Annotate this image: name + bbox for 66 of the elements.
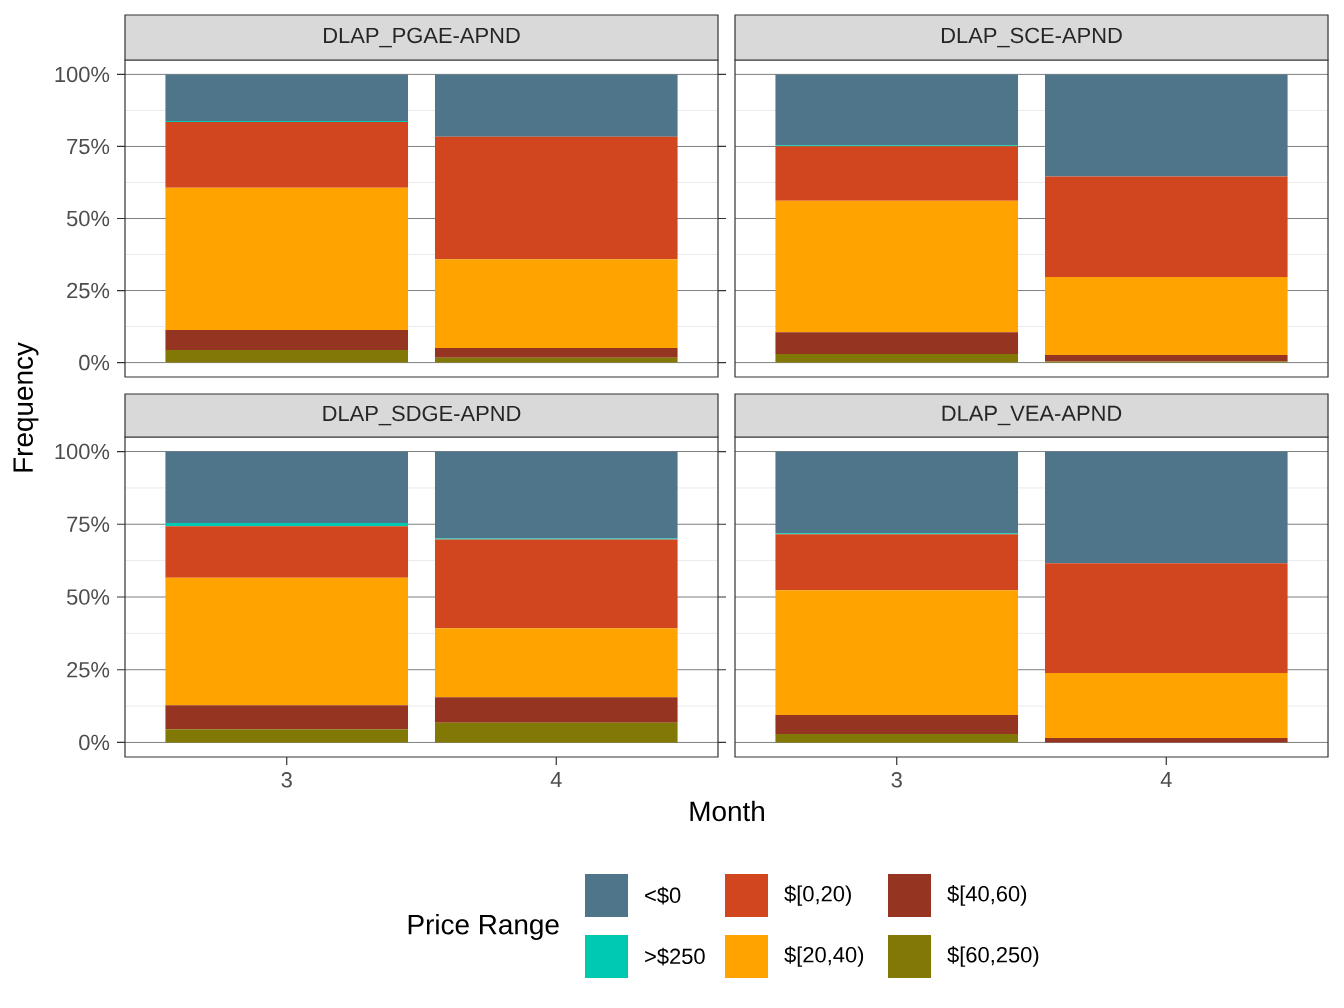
y-tick-label: 75% xyxy=(67,516,110,532)
bar xyxy=(434,628,678,698)
bar xyxy=(434,539,678,629)
legend-label: $[20,40) xyxy=(784,946,864,967)
bar xyxy=(165,523,409,527)
legend-label: $[60,250) xyxy=(947,946,1039,967)
legend-label: >$250 xyxy=(645,947,705,966)
legend-label: $[0,20) xyxy=(784,885,851,906)
bar xyxy=(434,697,678,723)
bar xyxy=(1044,74,1288,177)
bar xyxy=(165,121,409,188)
bar xyxy=(434,136,678,260)
bar xyxy=(1044,672,1288,739)
bar xyxy=(1044,738,1288,743)
bar xyxy=(1044,451,1288,564)
bar xyxy=(775,74,1019,146)
x-tick-label: 3 xyxy=(281,772,292,788)
y-tick-label: 50% xyxy=(66,589,110,605)
legend-label: <$0 xyxy=(645,886,681,905)
y-tick-label: 50% xyxy=(66,210,110,227)
bar xyxy=(775,734,1019,743)
bar xyxy=(434,74,678,137)
legend-title: Price Range xyxy=(408,913,559,940)
y-tick-label: 100% xyxy=(55,66,110,83)
bar xyxy=(775,200,1019,333)
y-axis-title: Frequency xyxy=(13,342,39,472)
legend-label: $[40,60) xyxy=(947,885,1027,906)
bar xyxy=(434,357,678,363)
bar xyxy=(165,451,409,524)
bar xyxy=(434,451,678,539)
bar xyxy=(165,705,409,730)
y-tick-label: 0% xyxy=(79,734,110,751)
y-tick-label: 100% xyxy=(55,443,110,460)
bar xyxy=(434,259,678,348)
bar xyxy=(775,353,1019,363)
bar xyxy=(775,332,1019,354)
bar xyxy=(1044,276,1288,356)
y-tick-label: 25% xyxy=(67,661,110,678)
bar xyxy=(165,526,409,578)
bar xyxy=(775,146,1019,201)
bar xyxy=(775,534,1019,591)
y-tick-label: 75% xyxy=(67,138,110,155)
bar xyxy=(165,729,409,743)
bar xyxy=(775,451,1019,534)
chart-title: DLAP_SCE-APND xyxy=(941,27,1122,48)
bar xyxy=(775,590,1019,716)
chart-title: DLAP_PGAE-APND xyxy=(324,27,520,48)
x-tick-label: 4 xyxy=(550,772,562,788)
bar xyxy=(165,577,409,706)
bar xyxy=(1044,176,1288,277)
bar xyxy=(165,74,409,122)
bar xyxy=(165,187,409,331)
bar xyxy=(775,715,1019,735)
chart-title: DLAP_VEA-APND xyxy=(942,405,1122,426)
y-tick-label: 25% xyxy=(67,282,110,299)
bar xyxy=(165,349,409,363)
y-tick-label: 0% xyxy=(79,354,110,371)
x-tick-label: 3 xyxy=(891,772,902,788)
bar xyxy=(1044,355,1288,362)
bar xyxy=(165,330,409,350)
bar xyxy=(434,722,678,743)
chart-title: DLAP_SDGE-APND xyxy=(323,405,521,426)
bar xyxy=(434,347,678,358)
x-axis-title: Month xyxy=(690,800,764,822)
x-tick-label: 4 xyxy=(1160,772,1172,788)
bar xyxy=(1044,563,1288,673)
